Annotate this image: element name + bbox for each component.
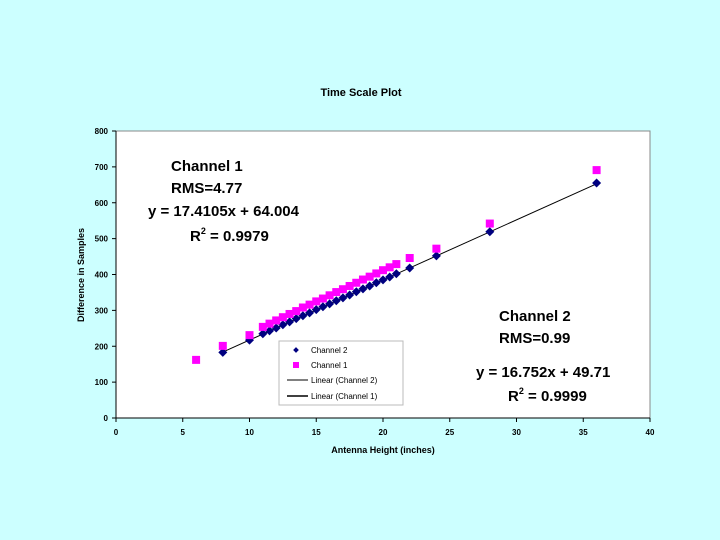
point-channel2	[258, 329, 268, 339]
y-tick-label: 300	[95, 306, 109, 315]
point-channel1	[592, 166, 601, 175]
point-channel2	[218, 347, 228, 357]
point-channel1	[352, 278, 361, 287]
x-tick-label: 40	[646, 428, 655, 437]
point-channel2	[371, 278, 381, 288]
y-tick-label: 800	[95, 127, 109, 136]
point-channel1	[192, 355, 201, 364]
point-channel1	[218, 341, 227, 350]
point-channel2	[385, 272, 395, 282]
x-tick-label: 35	[579, 428, 588, 437]
annotation-channel1-equation: y = 17.4105x + 64.004	[148, 203, 300, 220]
point-channel1	[298, 303, 307, 312]
legend-label-channel1: Channel 1	[311, 361, 348, 370]
point-channel2	[351, 287, 361, 297]
point-channel1	[385, 263, 394, 272]
point-channel2	[311, 305, 321, 315]
point-channel2	[358, 284, 368, 294]
point-channel2	[365, 281, 375, 291]
chart-title: Time Scale Plot	[320, 87, 401, 99]
point-channel2	[378, 275, 388, 285]
point-channel2	[318, 302, 328, 312]
point-channel1	[332, 288, 341, 297]
legend-marker-channel2	[293, 347, 299, 353]
y-tick-label: 0	[104, 414, 109, 423]
x-tick-label: 15	[312, 428, 321, 437]
point-channel1	[278, 313, 287, 322]
point-channel2	[325, 299, 335, 309]
point-channel1	[312, 297, 321, 306]
legend: Channel 2 Channel 1 Linear (Channel 2) L…	[278, 340, 404, 406]
point-channel2	[271, 323, 281, 333]
point-channel1	[432, 244, 441, 253]
legend-label-channel2: Channel 2	[311, 346, 348, 355]
point-channel2	[431, 251, 441, 261]
y-tick-label: 100	[95, 378, 109, 387]
point-channel1	[372, 269, 381, 278]
annotation-channel2-r2: R2 = 0.9999	[508, 386, 587, 405]
point-channel1	[358, 275, 367, 284]
point-channel2	[338, 293, 348, 303]
point-channel1	[265, 319, 274, 328]
y-tick-label: 600	[95, 199, 109, 208]
point-channel1	[485, 219, 494, 228]
legend-marker-channel1	[293, 362, 299, 368]
x-tick-label: 10	[245, 428, 254, 437]
point-channel1	[338, 285, 347, 294]
y-tick-label: 700	[95, 163, 109, 172]
point-channel2	[592, 178, 602, 188]
point-channel2	[265, 326, 275, 336]
annotation-channel1: Channel 1 RMS=4.77 y = 17.4105x + 64.004…	[148, 158, 300, 245]
x-ticks: 0 5 10 15 20 25 30 35 40	[114, 418, 655, 437]
legend-box	[278, 340, 404, 406]
x-tick-label: 25	[445, 428, 454, 437]
annotation-channel2-rms: RMS=0.99	[499, 330, 570, 347]
annotation-channel2-equation: y = 16.752x + 49.71	[476, 364, 610, 381]
point-channel1	[325, 291, 334, 300]
point-channel2	[345, 290, 355, 300]
point-channel1	[292, 307, 301, 316]
x-tick-label: 20	[379, 428, 388, 437]
y-axis-label: Difference in Samples	[76, 228, 86, 322]
y-tick-label: 500	[95, 235, 109, 244]
point-channel1	[305, 300, 314, 309]
point-channel2	[485, 227, 495, 237]
point-channel2	[391, 269, 401, 279]
y-tick-label: 200	[95, 342, 109, 351]
point-channel1	[245, 331, 254, 340]
point-channel2	[285, 317, 295, 327]
point-channel1	[272, 316, 281, 325]
point-channel1	[258, 322, 267, 331]
annotation-channel1-r2: R2 = 0.9979	[190, 226, 269, 245]
x-tick-label: 30	[512, 428, 521, 437]
point-channel1	[379, 266, 387, 275]
data-points	[192, 166, 602, 364]
point-channel2	[331, 296, 341, 306]
point-channel2	[305, 308, 315, 318]
point-channel1	[318, 294, 327, 303]
annotation-channel1-rms: RMS=4.77	[171, 180, 242, 197]
point-channel1	[365, 272, 374, 281]
point-channel1	[392, 260, 401, 269]
legend-label-fit-channel1: Linear (Channel 1)	[311, 392, 378, 401]
point-channel1	[285, 309, 294, 318]
annotation-channel1-name: Channel 1	[171, 158, 243, 175]
legend-label-fit-channel2: Linear (Channel 2)	[311, 376, 378, 385]
point-channel1	[405, 253, 414, 262]
annotation-channel2-name: Channel 2	[499, 308, 571, 325]
annotation-channel2: Channel 2 RMS=0.99 y = 16.752x + 49.71 R…	[476, 308, 610, 405]
x-axis-label: Antenna Height (inches)	[331, 445, 435, 455]
x-tick-label: 0	[114, 428, 119, 437]
point-channel2	[278, 320, 288, 330]
point-channel1	[345, 281, 354, 290]
point-channel2	[405, 263, 415, 273]
y-ticks: 0 100 200 300 400 500 600 700 800	[95, 127, 116, 423]
point-channel2	[298, 311, 308, 321]
x-tick-label: 5	[181, 428, 186, 437]
point-channel2	[291, 314, 301, 324]
y-tick-label: 400	[95, 271, 109, 280]
